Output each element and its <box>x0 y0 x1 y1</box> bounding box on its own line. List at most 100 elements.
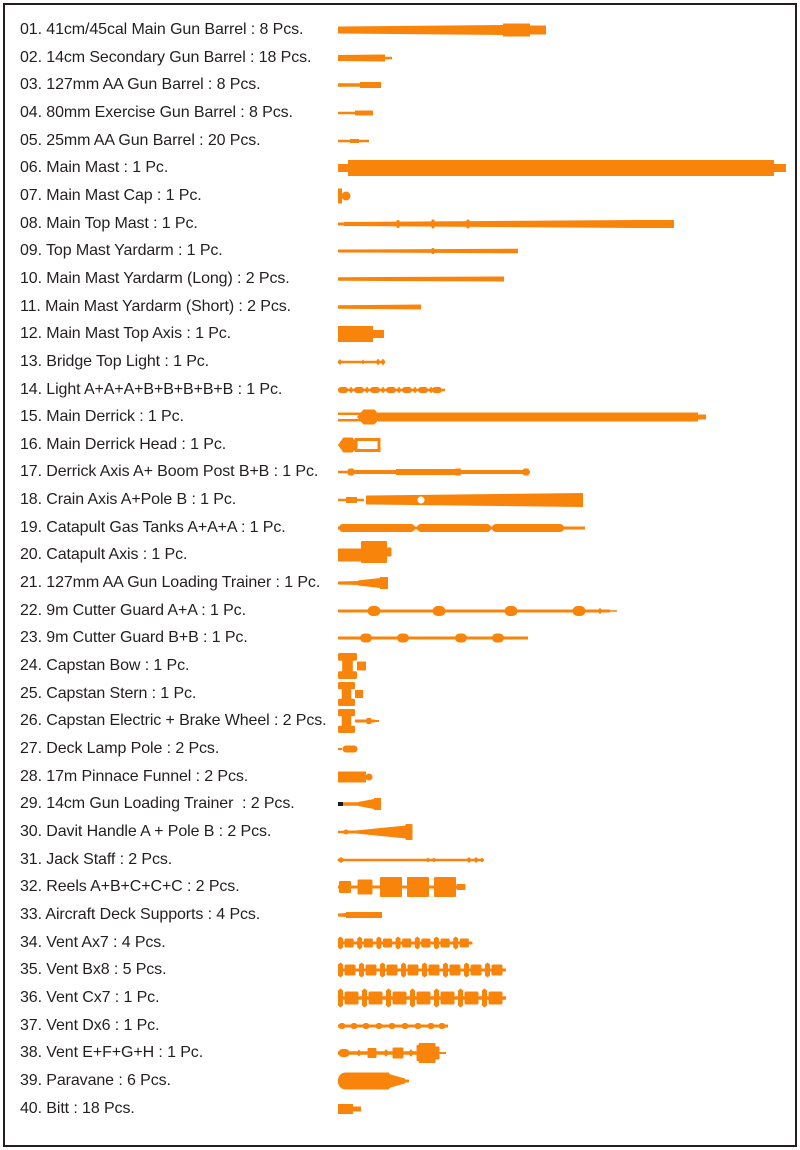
part-row-vent-c: 36. Vent Cx7 : 1 Pc. <box>0 984 800 1012</box>
main-mast-yardarm-long-silhouette <box>337 265 505 293</box>
part-label: 21. 127mm AA Gun Loading Trainer : 1 Pc. <box>20 574 321 592</box>
part-row-jack-staff: 31. Jack Staff : 2 Pcs. <box>0 846 800 874</box>
part-row-bitt: 40. Bitt : 18 Pcs. <box>0 1095 800 1123</box>
part-row-80mm-exercise-gun-barrel: 04. 80mm Exercise Gun Barrel : 8 Pcs. <box>0 99 800 127</box>
part-row-vent-d: 37. Vent Dx6 : 1 Pc. <box>0 1012 800 1040</box>
part-label: 20. Catapult Axis : 1 Pc. <box>20 546 188 564</box>
capstan-bow-silhouette <box>337 652 367 680</box>
main-derrick-silhouette <box>337 403 707 431</box>
part-row-capstan-electric-brake-wheel: 26. Capstan Electric + Brake Wheel : 2 P… <box>0 707 800 735</box>
derrick-axis-boom-post-silhouette <box>337 458 530 486</box>
deck-lamp-pole-silhouette <box>337 735 359 763</box>
part-label: 27. Deck Lamp Pole : 2 Pcs. <box>20 740 220 757</box>
bridge-top-light-silhouette <box>337 348 387 376</box>
part-label: 35. Vent Bx8 : 5 Pcs. <box>20 961 167 979</box>
part-row-41cm-45cal-main-gun-barrel: 01. 41cm/45cal Main Gun Barrel : 8 Pcs. <box>0 16 800 44</box>
9m-cutter-guard-b-silhouette <box>337 624 529 652</box>
vent-a-silhouette <box>337 929 474 957</box>
capstan-electric-brake-wheel-silhouette <box>337 707 380 735</box>
part-row-aircraft-deck-supports: 33. Aircraft Deck Supports : 4 Pcs. <box>0 901 800 929</box>
davit-handle-pole-silhouette <box>337 818 414 846</box>
part-row-9m-cutter-guard-a: 22. 9m Cutter Guard A+A : 1 Pc. <box>0 597 800 625</box>
main-top-mast-silhouette <box>337 210 675 238</box>
9m-cutter-guard-a-silhouette <box>337 597 618 625</box>
part-label: 05. 25mm AA Gun Barrel : 20 Pcs. <box>20 131 261 149</box>
part-label: 01. 41cm/45cal Main Gun Barrel : 8 Pcs. <box>20 21 304 38</box>
part-row-main-top-mast: 08. Main Top Mast : 1 Pc. <box>0 210 800 238</box>
part-label: 14. Light A+A+A+B+B+B+B+B : 1 Pc. <box>20 380 283 398</box>
127mm-aa-gun-barrel-silhouette <box>337 71 382 99</box>
part-row-crain-axis-pole: 18. Crain Axis A+Pole B : 1 Pc. <box>0 486 800 514</box>
41cm-45cal-main-gun-barrel-silhouette <box>337 16 547 44</box>
part-row-14cm-secondary-gun-barrel: 02. 14cm Secondary Gun Barrel : 18 Pcs. <box>0 44 800 72</box>
part-row-catapult-gas-tanks: 19. Catapult Gas Tanks A+A+A : 1 Pc. <box>0 514 800 542</box>
reels-silhouette <box>337 873 467 901</box>
part-row-bridge-top-light: 13. Bridge Top Light : 1 Pc. <box>0 348 800 376</box>
part-label: 36. Vent Cx7 : 1 Pc. <box>20 988 160 1006</box>
part-label: 19. Catapult Gas Tanks A+A+A : 1 Pc. <box>20 518 286 536</box>
part-label: 24. Capstan Bow : 1 Pc. <box>20 657 190 675</box>
part-label: 34. Vent Ax7 : 4 Pcs. <box>20 933 166 951</box>
part-label: 33. Aircraft Deck Supports : 4 Pcs. <box>20 905 261 923</box>
part-row-14cm-gun-loading-trainer: 29. 14cm Gun Loading Trainer : 2 Pcs. <box>0 790 800 818</box>
part-label: 37. Vent Dx6 : 1 Pc. <box>20 1016 160 1034</box>
127mm-aa-gun-loading-trainer-silhouette <box>337 569 389 597</box>
part-label: 16. Main Derrick Head : 1 Pc. <box>20 435 227 453</box>
part-label: 26. Capstan Electric + Brake Wheel : 2 P… <box>20 712 327 730</box>
part-label: 23. 9m Cutter Guard B+B : 1 Pc. <box>20 629 248 647</box>
part-row-main-mast: 06. Main Mast : 1 Pc. <box>0 154 800 182</box>
top-mast-yardarm-silhouette <box>337 237 519 265</box>
part-row-127mm-aa-gun-barrel: 03. 127mm AA Gun Barrel : 8 Pcs. <box>0 71 800 99</box>
17m-pinnace-funnel-silhouette <box>337 763 374 791</box>
part-label: 38. Vent E+F+G+H : 1 Pc. <box>20 1044 204 1062</box>
part-label: 30. Davit Handle A + Pole B : 2 Pcs. <box>20 822 272 840</box>
part-row-reels: 32. Reels A+B+C+C+C : 2 Pcs. <box>0 873 800 901</box>
part-label: 28. 17m Pinnace Funnel : 2 Pcs. <box>20 767 249 785</box>
crain-axis-pole-silhouette <box>337 486 584 514</box>
part-label: 13. Bridge Top Light : 1 Pc. <box>20 352 210 370</box>
part-label: 18. Crain Axis A+Pole B : 1 Pc. <box>20 491 237 509</box>
part-row-127mm-aa-gun-loading-trainer: 21. 127mm AA Gun Loading Trainer : 1 Pc. <box>0 569 800 597</box>
part-row-paravane: 39. Paravane : 6 Pcs. <box>0 1067 800 1095</box>
light-a-b-silhouette <box>337 376 446 404</box>
25mm-aa-gun-barrel-silhouette <box>337 127 370 155</box>
main-mast-top-axis-silhouette <box>337 320 385 348</box>
main-mast-yardarm-short-silhouette <box>337 293 422 321</box>
part-label: 15. Main Derrick : 1 Pc. <box>20 408 184 426</box>
main-mast-silhouette <box>337 154 787 182</box>
part-row-main-mast-yardarm-short: 11. Main Mast Yardarm (Short) : 2 Pcs. <box>0 293 800 321</box>
part-label: 31. Jack Staff : 2 Pcs. <box>20 850 173 868</box>
part-label: 08. Main Top Mast : 1 Pc. <box>20 214 198 232</box>
part-row-main-mast-cap: 07. Main Mast Cap : 1 Pc. <box>0 182 800 210</box>
part-row-main-derrick-head: 16. Main Derrick Head : 1 Pc. <box>0 431 800 459</box>
part-label: 22. 9m Cutter Guard A+A : 1 Pc. <box>20 601 246 619</box>
part-row-top-mast-yardarm: 09. Top Mast Yardarm : 1 Pc. <box>0 237 800 265</box>
part-row-derrick-axis-boom-post: 17. Derrick Axis A+ Boom Post B+B : 1 Pc… <box>0 458 800 486</box>
part-label: 03. 127mm AA Gun Barrel : 8 Pcs. <box>20 76 261 94</box>
part-row-main-derrick: 15. Main Derrick : 1 Pc. <box>0 403 800 431</box>
part-label: 02. 14cm Secondary Gun Barrel : 18 Pcs. <box>20 48 312 66</box>
part-label: 29. 14cm Gun Loading Trainer : 2 Pcs. <box>20 795 295 813</box>
part-row-main-mast-top-axis: 12. Main Mast Top Axis : 1 Pc. <box>0 320 800 348</box>
aircraft-deck-supports-silhouette <box>337 901 383 929</box>
14cm-secondary-gun-barrel-silhouette <box>337 44 393 72</box>
part-label: 06. Main Mast : 1 Pc. <box>20 159 169 177</box>
part-label: 39. Paravane : 6 Pcs. <box>20 1071 171 1089</box>
part-label: 07. Main Mast Cap : 1 Pc. <box>20 186 202 204</box>
part-row-vent-b: 35. Vent Bx8 : 5 Pcs. <box>0 956 800 984</box>
vent-c-silhouette <box>337 984 507 1012</box>
jack-staff-silhouette <box>337 846 484 874</box>
part-label: 40. Bitt : 18 Pcs. <box>20 1099 135 1117</box>
main-derrick-head-silhouette <box>337 431 381 459</box>
part-label: 10. Main Mast Yardarm (Long) : 2 Pcs. <box>20 269 290 287</box>
part-row-davit-handle-pole: 30. Davit Handle A + Pole B : 2 Pcs. <box>0 818 800 846</box>
part-label: 09. Top Mast Yardarm : 1 Pc. <box>20 242 223 260</box>
part-label: 17. Derrick Axis A+ Boom Post B+B : 1 Pc… <box>20 463 319 481</box>
80mm-exercise-gun-barrel-silhouette <box>337 99 374 127</box>
vent-b-silhouette <box>337 956 507 984</box>
main-mast-cap-silhouette <box>337 182 352 210</box>
part-label: 04. 80mm Exercise Gun Barrel : 8 Pcs. <box>20 103 293 121</box>
part-row-main-mast-yardarm-long: 10. Main Mast Yardarm (Long) : 2 Pcs. <box>0 265 800 293</box>
part-row-deck-lamp-pole: 27. Deck Lamp Pole : 2 Pcs. <box>0 735 800 763</box>
